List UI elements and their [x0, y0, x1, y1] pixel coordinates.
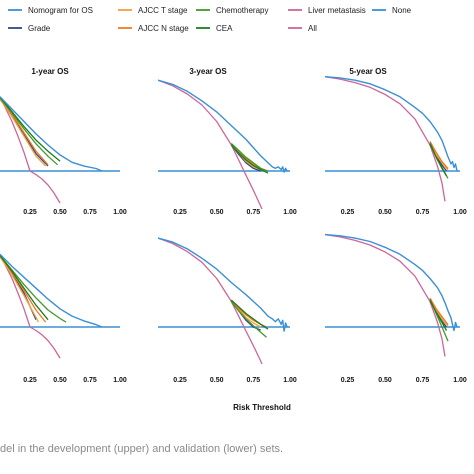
series-line-all — [0, 254, 61, 359]
legend-item-liver-metastasis: Liver metastasis — [288, 6, 366, 15]
x-axis-ticks: 0.25 0.50 0.75 1.00 — [341, 209, 467, 216]
x-tick-label: 0.50 — [378, 209, 392, 216]
x-tick-label: 1.00 — [113, 377, 127, 384]
legend-item-cea: CEA — [196, 24, 233, 33]
panel-3: 5-year OS 0.25 0.50 0.75 1.00 — [325, 67, 467, 216]
panel-2: 3-year OS 0.25 0.50 0.75 1.00 — [158, 67, 297, 216]
legend-label: All — [308, 24, 317, 33]
series-line-all — [325, 76, 446, 202]
legend-label: AJCC T stage — [138, 6, 188, 15]
series-line-nomogram-for-os — [158, 79, 288, 173]
legend-item-none: None — [372, 6, 412, 15]
x-tick-label: 0.50 — [53, 209, 67, 216]
x-tick-label: 0.25 — [23, 377, 37, 384]
panels: 1-year OS0.25 0.50 0.75 1.003-year OS0.25 0.… — [0, 67, 467, 384]
legend-item-all: All — [288, 24, 317, 33]
legend-item-nomogram-for-os: Nomogram for OS — [8, 6, 93, 15]
x-tick-label: 1.00 — [453, 209, 467, 216]
series-lines — [158, 79, 290, 209]
series-line-ajcc-t-stage — [0, 98, 47, 167]
x-tick-label: 0.50 — [378, 377, 392, 384]
panel-1: 1-year OS 0.25 0.50 0.75 1.00 — [0, 67, 127, 216]
x-tick-label: 1.00 — [113, 209, 127, 216]
x-axis-ticks: 0.25 0.50 0.75 1.00 — [23, 377, 127, 384]
x-tick-label: 0.75 — [246, 209, 260, 216]
series-line-chemotherapy — [230, 300, 267, 338]
series-line-chemotherapy — [0, 255, 67, 323]
x-axis-ticks: 0.25 0.50 0.75 1.00 — [23, 209, 127, 216]
legend-label: Chemotherapy — [216, 6, 268, 15]
series-line-ajcc-n-stage — [0, 97, 49, 166]
x-tick-label: 1.00 — [283, 209, 297, 216]
series-line-all — [158, 79, 263, 209]
series-lines — [0, 96, 120, 204]
series-line-chemotherapy — [0, 97, 59, 166]
series-line-all — [0, 96, 61, 204]
figure-caption: del in the development (upper) and valid… — [0, 443, 283, 455]
legend-item-grade: Grade — [8, 24, 51, 33]
x-axis-ticks: 0.25 0.50 0.75 1.00 — [341, 377, 467, 384]
series-line-cea — [0, 255, 49, 321]
series-line-nomogram-for-os — [325, 233, 458, 332]
x-tick-label: 0.50 — [210, 209, 224, 216]
legend-label: CEA — [216, 24, 233, 33]
legend: Nomogram for OS AJCC T stage Chemotherapy L… — [8, 6, 412, 33]
series-line-nomogram-for-os — [158, 237, 288, 332]
series-line-all — [325, 233, 446, 357]
panel-title: 3-year OS — [189, 67, 227, 76]
series-line-cea — [429, 300, 448, 331]
x-tick-label: 0.50 — [210, 377, 224, 384]
legend-label: Grade — [28, 24, 51, 33]
series-line-ajcc-n-stage — [429, 297, 449, 326]
legend-label: None — [392, 6, 412, 15]
panel-6: 0.25 0.50 0.75 1.00 — [325, 233, 467, 384]
series-line-cea — [230, 299, 269, 330]
series-line-chemotherapy — [230, 143, 269, 172]
legend-item-ajcc-t-stage: AJCC T stage — [118, 6, 188, 15]
x-axis-ticks: 0.25 0.50 0.75 1.00 — [173, 209, 297, 216]
series-lines — [325, 233, 460, 357]
x-tick-label: 0.25 — [341, 377, 355, 384]
series-line-all — [158, 237, 263, 364]
series-line-cea — [0, 96, 61, 162]
series-line-cea — [230, 144, 269, 174]
legend-item-chemotherapy: Chemotherapy — [196, 6, 268, 15]
series-lines — [0, 253, 120, 359]
panel-title: 5-year OS — [349, 67, 387, 76]
series-line-nomogram-for-os — [325, 76, 458, 172]
x-tick-label: 0.25 — [173, 377, 187, 384]
x-tick-label: 1.00 — [283, 377, 297, 384]
series-line-ajcc-t-stage — [0, 256, 39, 323]
series-line-ajcc-n-stage — [429, 141, 449, 170]
legend-label: Liver metastasis — [308, 6, 366, 15]
panel-4: 0.25 0.50 0.75 1.00 — [0, 253, 127, 384]
x-tick-label: 0.75 — [83, 377, 97, 384]
x-tick-label: 0.75 — [83, 209, 97, 216]
panel-title: 1-year OS — [31, 67, 69, 76]
x-tick-label: 0.75 — [246, 377, 260, 384]
x-tick-label: 1.00 — [453, 377, 467, 384]
series-line-nomogram-for-os — [0, 253, 103, 328]
x-tick-label: 0.75 — [416, 377, 430, 384]
x-tick-label: 0.25 — [173, 209, 187, 216]
legend-item-ajcc-n-stage: AJCC N stage — [118, 24, 189, 33]
series-line-cea — [429, 143, 448, 177]
series-line-nomogram-for-os — [0, 96, 103, 172]
panel-5: 0.25 0.50 0.75 1.00 — [158, 237, 297, 384]
x-axis-ticks: 0.25 0.50 0.75 1.00 — [173, 377, 297, 384]
x-tick-label: 0.50 — [53, 377, 67, 384]
series-lines — [158, 237, 290, 364]
x-tick-label: 0.25 — [23, 209, 37, 216]
x-tick-label: 0.25 — [341, 209, 355, 216]
legend-label: AJCC N stage — [138, 24, 189, 33]
series-lines — [325, 76, 460, 202]
x-axis-title: Risk Threshold — [233, 403, 291, 412]
legend-label: Nomogram for OS — [28, 6, 93, 15]
x-tick-label: 0.75 — [416, 209, 430, 216]
